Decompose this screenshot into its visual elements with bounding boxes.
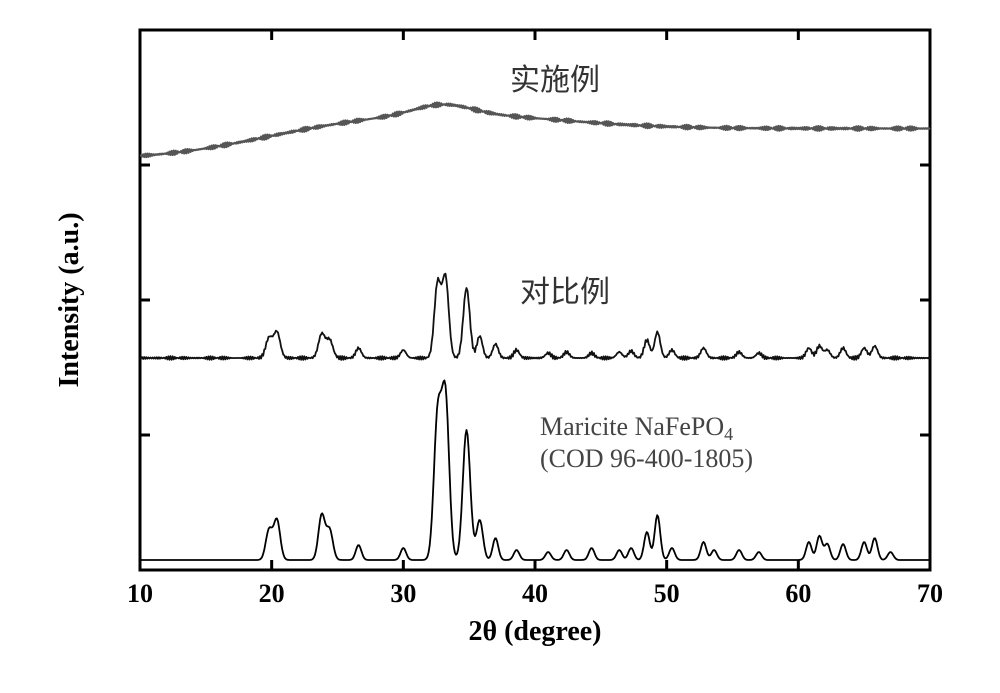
svg-text:Intensity (a.u.): Intensity (a.u.): [54, 212, 85, 387]
svg-text:70: 70: [917, 579, 943, 608]
svg-text:Maricite NaFePO4: Maricite NaFePO4: [540, 412, 733, 444]
svg-text:10: 10: [127, 579, 153, 608]
svg-text:(COD 96-400-1805): (COD 96-400-1805): [540, 444, 753, 473]
svg-text:实施例: 实施例: [510, 64, 600, 97]
svg-text:60: 60: [785, 579, 811, 608]
svg-text:2θ (degree): 2θ (degree): [468, 616, 601, 647]
xrd-chart: 102030405060702θ (degree)Intensity (a.u.…: [40, 20, 960, 640]
svg-text:20: 20: [259, 579, 285, 608]
svg-text:30: 30: [390, 579, 416, 608]
svg-text:50: 50: [654, 579, 680, 608]
svg-text:40: 40: [522, 579, 548, 608]
svg-text:对比例: 对比例: [520, 276, 610, 309]
chart-svg: 10 20 30 40 50 60 70 2θ (degree) Intensity (a.u.…: [40, 20, 960, 670]
